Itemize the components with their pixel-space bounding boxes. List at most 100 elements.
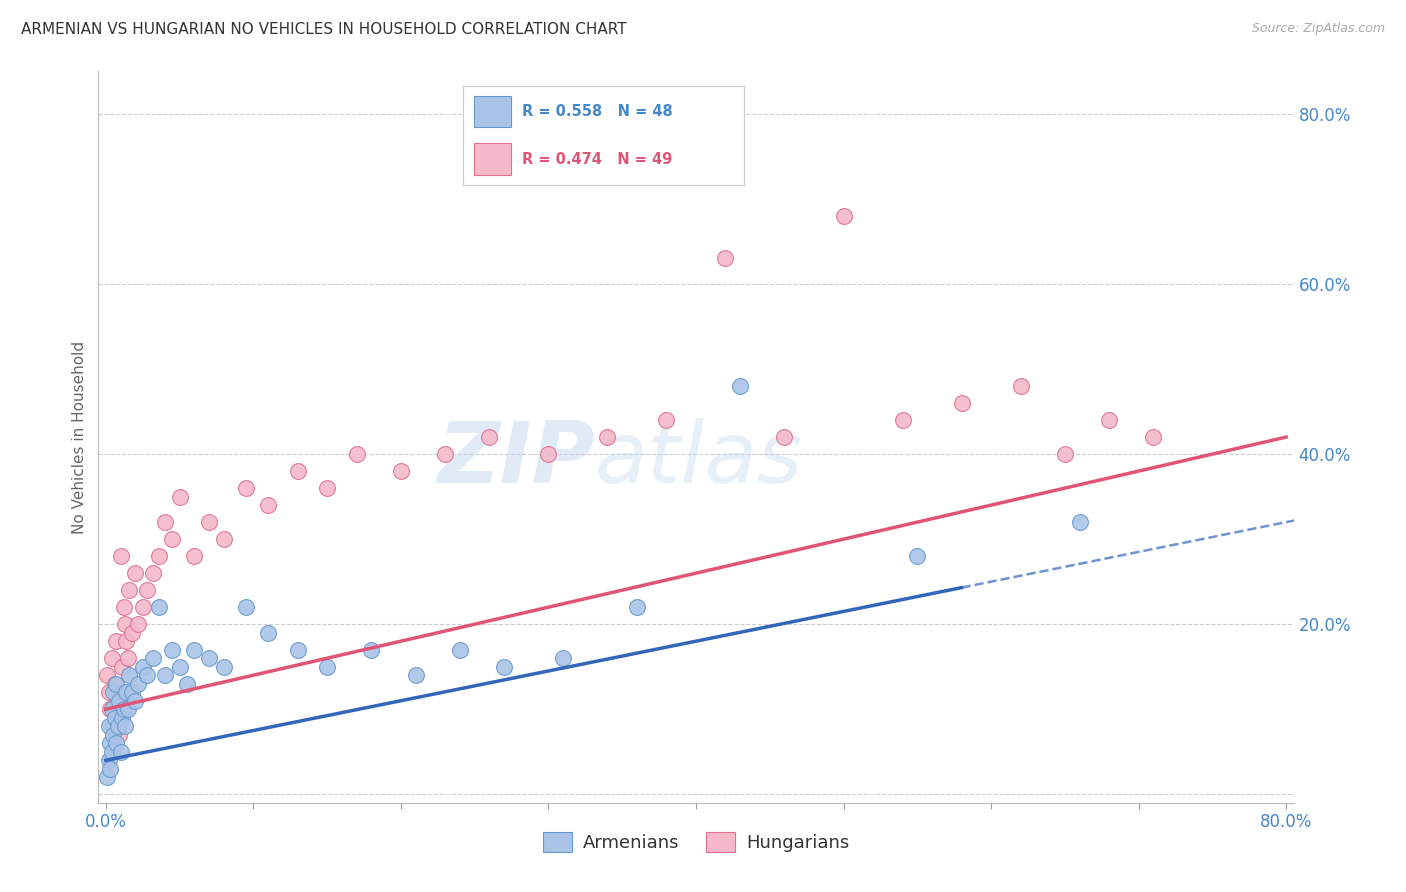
- Point: [257, 625, 280, 640]
- Point: [118, 668, 141, 682]
- Point: [287, 642, 309, 657]
- Point: [950, 396, 973, 410]
- Point: [198, 515, 221, 529]
- Point: [100, 651, 122, 665]
- Point: [105, 677, 128, 691]
- Point: [728, 379, 751, 393]
- Point: [142, 566, 165, 581]
- Point: [101, 719, 124, 733]
- Point: [316, 481, 339, 495]
- Point: [101, 728, 124, 742]
- Point: [127, 617, 149, 632]
- Point: [405, 668, 427, 682]
- Point: [124, 694, 146, 708]
- Point: [98, 762, 121, 776]
- Point: [97, 753, 120, 767]
- Point: [131, 600, 153, 615]
- Point: [626, 600, 648, 615]
- Point: [235, 481, 257, 495]
- Point: [121, 685, 143, 699]
- Point: [153, 515, 176, 529]
- Point: [553, 651, 575, 665]
- Point: [142, 651, 165, 665]
- Point: [104, 711, 127, 725]
- Point: [112, 702, 135, 716]
- Point: [449, 642, 471, 657]
- Point: [655, 413, 678, 427]
- Point: [346, 447, 368, 461]
- Y-axis label: No Vehicles in Household: No Vehicles in Household: [72, 341, 87, 533]
- Point: [1053, 447, 1076, 461]
- Point: [1010, 379, 1032, 393]
- Point: [773, 430, 796, 444]
- Point: [100, 745, 122, 759]
- Point: [107, 719, 129, 733]
- Point: [136, 583, 159, 598]
- Point: [235, 600, 257, 615]
- Point: [136, 668, 159, 682]
- Point: [108, 728, 131, 742]
- Point: [96, 668, 118, 682]
- Point: [117, 651, 139, 665]
- Legend: Armenians, Hungarians: Armenians, Hungarians: [536, 825, 856, 860]
- Point: [389, 464, 412, 478]
- Point: [832, 209, 855, 223]
- Point: [360, 642, 382, 657]
- Point: [478, 430, 501, 444]
- Point: [96, 770, 118, 784]
- Point: [1069, 515, 1091, 529]
- Text: ZIP: ZIP: [437, 417, 595, 500]
- Point: [148, 600, 170, 615]
- Point: [104, 677, 127, 691]
- Point: [98, 702, 121, 716]
- Point: [124, 566, 146, 581]
- Point: [176, 677, 198, 691]
- Point: [127, 677, 149, 691]
- Point: [212, 532, 235, 546]
- Point: [110, 745, 132, 759]
- Point: [105, 736, 128, 750]
- Text: ARMENIAN VS HUNGARIAN NO VEHICLES IN HOUSEHOLD CORRELATION CHART: ARMENIAN VS HUNGARIAN NO VEHICLES IN HOU…: [21, 22, 627, 37]
- Point: [111, 659, 134, 673]
- Point: [169, 659, 191, 673]
- Point: [183, 549, 205, 563]
- Point: [198, 651, 221, 665]
- Point: [494, 659, 516, 673]
- Point: [537, 447, 560, 461]
- Point: [108, 694, 131, 708]
- Point: [110, 549, 132, 563]
- Point: [153, 668, 176, 682]
- Point: [148, 549, 170, 563]
- Point: [316, 659, 339, 673]
- Point: [891, 413, 914, 427]
- Point: [131, 659, 153, 673]
- Point: [160, 532, 183, 546]
- Point: [169, 490, 191, 504]
- Point: [1142, 430, 1164, 444]
- Point: [905, 549, 928, 563]
- Point: [111, 711, 134, 725]
- Point: [114, 617, 136, 632]
- Point: [97, 719, 120, 733]
- Point: [257, 498, 280, 512]
- Point: [97, 685, 120, 699]
- Point: [212, 659, 235, 673]
- Point: [287, 464, 309, 478]
- Point: [98, 736, 121, 750]
- Point: [434, 447, 457, 461]
- Text: atlas: atlas: [595, 417, 803, 500]
- Point: [160, 642, 183, 657]
- Point: [121, 625, 143, 640]
- Point: [114, 719, 136, 733]
- Point: [101, 685, 124, 699]
- Point: [596, 430, 619, 444]
- Point: [112, 600, 135, 615]
- Point: [118, 583, 141, 598]
- Point: [115, 634, 138, 648]
- Point: [105, 634, 128, 648]
- Point: [115, 685, 138, 699]
- Point: [107, 694, 129, 708]
- Point: [183, 642, 205, 657]
- Point: [100, 702, 122, 716]
- Point: [714, 252, 737, 266]
